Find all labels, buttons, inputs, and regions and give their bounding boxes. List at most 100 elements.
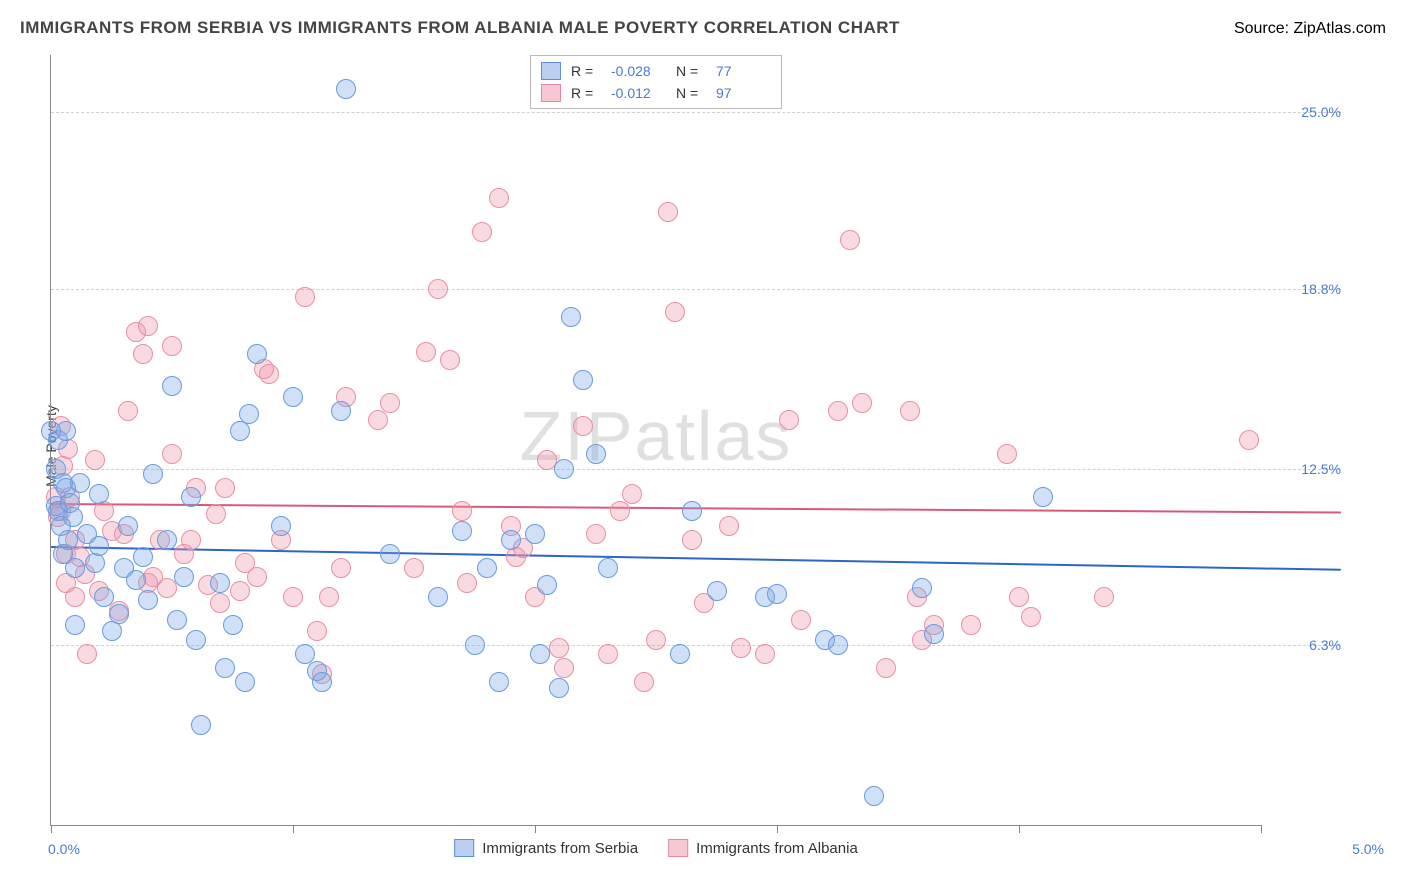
n-label: N =: [676, 85, 706, 101]
scatter-point: [549, 638, 569, 658]
scatter-point: [63, 507, 83, 527]
scatter-point: [670, 644, 690, 664]
scatter-point: [138, 590, 158, 610]
swatch-albania: [541, 84, 561, 102]
scatter-point: [428, 587, 448, 607]
scatter-point: [307, 621, 327, 641]
scatter-point: [828, 635, 848, 655]
x-tick: [51, 825, 52, 833]
scatter-point: [174, 567, 194, 587]
plot-area: ZIPatlas R = -0.028 N = 77 R = -0.012 N …: [50, 55, 1261, 826]
source-name: ZipAtlas.com: [1294, 20, 1386, 37]
scatter-point: [85, 553, 105, 573]
scatter-point: [1239, 430, 1259, 450]
scatter-point: [912, 578, 932, 598]
scatter-point: [271, 516, 291, 536]
scatter-point: [610, 501, 630, 521]
legend-row-albania: R = -0.012 N = 97: [541, 82, 771, 104]
n-label: N =: [676, 63, 706, 79]
scatter-point: [65, 587, 85, 607]
scatter-point: [622, 484, 642, 504]
y-tick-label: 12.5%: [1271, 461, 1341, 477]
y-tick-label: 25.0%: [1271, 104, 1341, 120]
scatter-point: [133, 344, 153, 364]
scatter-point: [840, 230, 860, 250]
scatter-point: [876, 658, 896, 678]
r-value-albania: -0.012: [611, 85, 666, 101]
scatter-point: [162, 376, 182, 396]
scatter-point: [791, 610, 811, 630]
scatter-point: [404, 558, 424, 578]
scatter-point: [167, 610, 187, 630]
scatter-point: [1033, 487, 1053, 507]
correlation-legend: R = -0.028 N = 77 R = -0.012 N = 97: [530, 55, 782, 109]
scatter-point: [181, 530, 201, 550]
scatter-point: [779, 410, 799, 430]
scatter-point: [239, 404, 259, 424]
scatter-point: [230, 581, 250, 601]
scatter-point: [416, 342, 436, 362]
scatter-point: [109, 604, 129, 624]
scatter-point: [133, 547, 153, 567]
scatter-point: [215, 658, 235, 678]
x-tick: [535, 825, 536, 833]
scatter-point: [554, 459, 574, 479]
scatter-point: [452, 521, 472, 541]
scatter-point: [41, 421, 61, 441]
scatter-point: [573, 370, 593, 390]
gridline: [51, 469, 1341, 470]
scatter-point: [65, 558, 85, 578]
x-tick: [777, 825, 778, 833]
scatter-point: [191, 715, 211, 735]
scatter-point: [331, 401, 351, 421]
scatter-point: [598, 644, 618, 664]
scatter-point: [331, 558, 351, 578]
scatter-point: [126, 570, 146, 590]
scatter-point: [247, 344, 267, 364]
scatter-point: [223, 615, 243, 635]
series-name-albania: Immigrants from Albania: [696, 840, 858, 857]
x-tick: [293, 825, 294, 833]
scatter-point: [658, 202, 678, 222]
scatter-point: [206, 504, 226, 524]
scatter-point: [472, 222, 492, 242]
scatter-point: [94, 501, 114, 521]
scatter-point: [312, 672, 332, 692]
scatter-point: [85, 450, 105, 470]
scatter-point: [549, 678, 569, 698]
legend-item-albania: Immigrants from Albania: [668, 839, 858, 857]
scatter-point: [94, 587, 114, 607]
n-value-albania: 97: [716, 85, 771, 101]
scatter-point: [598, 558, 618, 578]
scatter-point: [210, 573, 230, 593]
scatter-point: [295, 287, 315, 307]
n-value-serbia: 77: [716, 63, 771, 79]
scatter-point: [707, 581, 727, 601]
scatter-point: [1021, 607, 1041, 627]
scatter-point: [162, 444, 182, 464]
scatter-point: [181, 487, 201, 507]
scatter-point: [210, 593, 230, 613]
scatter-point: [230, 421, 250, 441]
gridline: [51, 645, 1341, 646]
scatter-point: [489, 188, 509, 208]
scatter-point: [1009, 587, 1029, 607]
scatter-point: [767, 584, 787, 604]
scatter-point: [77, 644, 97, 664]
scatter-point: [58, 530, 78, 550]
scatter-point: [89, 484, 109, 504]
scatter-point: [138, 316, 158, 336]
scatter-point: [118, 401, 138, 421]
x-tick: [1019, 825, 1020, 833]
y-tick-label: 6.3%: [1271, 637, 1341, 653]
scatter-point: [1094, 587, 1114, 607]
scatter-point: [731, 638, 751, 658]
series-legend: Immigrants from Serbia Immigrants from A…: [454, 839, 858, 857]
scatter-point: [247, 567, 267, 587]
swatch-albania: [668, 839, 688, 857]
scatter-point: [295, 644, 315, 664]
scatter-point: [283, 387, 303, 407]
scatter-point: [380, 544, 400, 564]
scatter-point: [586, 524, 606, 544]
scatter-point: [162, 336, 182, 356]
